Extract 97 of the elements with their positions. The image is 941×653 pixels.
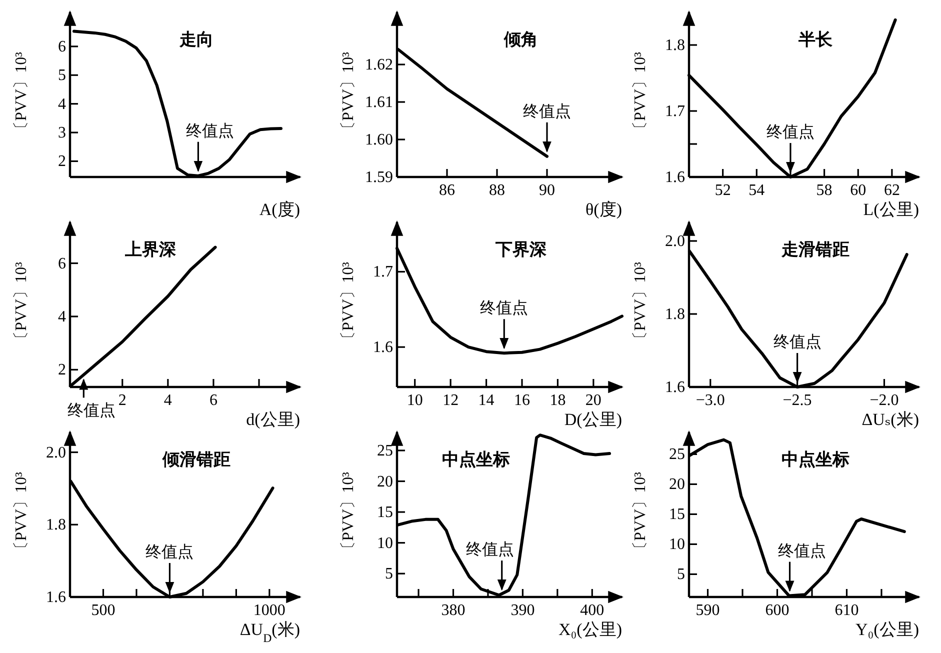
y-tick-label: 1.62 — [365, 56, 393, 74]
x-tick-label: 380 — [441, 602, 466, 619]
x-tick-label: 500 — [91, 602, 116, 619]
x-tick-label: 6 — [209, 392, 218, 409]
y-tick-label: 4 — [58, 96, 66, 113]
y-tick-label: 1.59 — [365, 169, 393, 186]
y-axis-title: 〔PVV〕10³ — [632, 52, 649, 137]
x-tick-label: 590 — [696, 602, 720, 619]
x-tick-label: −3.0 — [696, 392, 725, 409]
text: 上界深 — [124, 240, 177, 259]
x-tick-label: −2.0 — [870, 392, 899, 409]
text: 走滑错距 — [780, 240, 850, 259]
y-axis-title: 〔PVV〕10³ — [340, 262, 357, 347]
y-tick-label: 2 — [58, 153, 66, 170]
x-tick-label: 58 — [816, 182, 832, 199]
x-tick-label: 2 — [118, 392, 126, 409]
x-axis-title: d(公里) — [246, 410, 300, 429]
y-tick-label: 1.8 — [46, 516, 66, 534]
y-tick-label: 1.8 — [665, 306, 685, 323]
x-tick-label: 54 — [748, 182, 765, 199]
x-axis-title: ΔUₛ(米) — [862, 410, 919, 429]
y-tick-label: 1.8 — [665, 37, 685, 54]
x-axis-title: Y₀(公里) — [855, 620, 919, 639]
y-tick-label: 20 — [377, 473, 393, 490]
text: 中点坐标 — [782, 450, 850, 469]
x-tick-label: 610 — [834, 602, 859, 619]
annotation: 终值点 — [766, 123, 814, 141]
x-tick-label: 60 — [850, 182, 866, 199]
text: 倾滑错距 — [162, 450, 230, 469]
text: 中点坐标 — [442, 450, 510, 469]
x-tick-label: 86 — [439, 182, 455, 199]
x-axis-title: L(公里) — [863, 200, 919, 219]
y-tick-label: 2 — [58, 362, 66, 379]
y-axis-title: 〔PVV〕10³ — [13, 262, 30, 347]
y-tick-label: 20 — [669, 476, 685, 494]
y-tick-label: 1.7 — [373, 264, 393, 281]
x-tick-label: 88 — [489, 182, 505, 199]
y-tick-label: 1.6 — [46, 589, 66, 606]
y-tick-label: 25 — [669, 446, 685, 464]
annotation: 终值点 — [778, 542, 826, 560]
y-tick-label: 2.0 — [46, 444, 66, 462]
y-axis-title: 〔PVV〕10³ — [632, 472, 649, 557]
y-tick-label: 6 — [58, 38, 66, 56]
x-tick-label: 20 — [585, 392, 602, 409]
x-tick-label: 4 — [164, 392, 172, 409]
y-tick-label: 15 — [377, 504, 393, 522]
annotation: 终值点 — [480, 299, 528, 318]
annotation: 终值点 — [773, 333, 822, 351]
y-tick-label: 10 — [377, 534, 393, 552]
x-tick-label: 52 — [714, 182, 731, 199]
text: 走向 — [178, 30, 214, 49]
x-tick-label: 1000 — [253, 602, 286, 619]
y-tick-label: 10 — [669, 536, 685, 554]
y-tick-label: 15 — [669, 506, 685, 524]
x-tick-label: 12 — [442, 392, 459, 409]
y-tick-label: 1.6 — [373, 339, 393, 356]
x-tick-label: 390 — [510, 602, 535, 619]
y-tick-label: 1.6 — [665, 379, 685, 396]
y-axis-title: 〔PVV〕10³ — [632, 262, 649, 347]
annotation: 终值点 — [523, 102, 571, 120]
x-tick-label: 400 — [580, 602, 604, 619]
annotation: 终值点 — [466, 540, 514, 559]
y-tick-label: 1.61 — [365, 94, 393, 111]
y-tick-label: 5 — [58, 67, 66, 84]
x-tick-label: 14 — [478, 392, 494, 409]
y-tick-label: 1.6 — [665, 169, 685, 186]
y-tick-label: 2.0 — [665, 232, 685, 250]
x-tick-label: 62 — [884, 182, 900, 199]
annotation: 终值点 — [146, 543, 194, 561]
y-tick-label: 5 — [677, 566, 685, 584]
x-tick-label: 16 — [514, 392, 530, 409]
y-tick-label: 5 — [385, 566, 393, 583]
y-tick-label: 3 — [58, 124, 66, 142]
y-tick-label: 1.7 — [665, 103, 685, 120]
y-axis-title: 〔PVV〕10³ — [13, 52, 30, 137]
x-axis-title: X₀(公里) — [558, 620, 622, 639]
text: 倾角 — [502, 30, 538, 49]
x-axis-title: θ(度) — [586, 200, 622, 219]
y-tick-label: 1.60 — [365, 132, 393, 148]
x-tick-label: 600 — [765, 602, 790, 619]
y-tick-label: 25 — [377, 442, 393, 460]
x-tick-label: 18 — [550, 392, 566, 409]
annotation: 终值点 — [186, 122, 234, 140]
x-axis-title: ΔU$_{D}$(米) — [240, 620, 300, 645]
x-tick-label: −2.5 — [782, 392, 812, 409]
x-axis-title: A(度) — [259, 200, 300, 219]
x-axis-title: D(公里) — [564, 410, 622, 429]
text: 半长 — [798, 30, 834, 49]
text: 下界深 — [494, 240, 548, 259]
x-tick-label: 90 — [539, 182, 555, 199]
annotation: 终值点 — [68, 402, 116, 420]
x-tick-label: 10 — [406, 392, 423, 409]
y-tick-label: 4 — [58, 308, 66, 326]
y-tick-label: 6 — [58, 255, 66, 272]
y-axis-title: 〔PVV〕10³ — [340, 472, 357, 557]
y-axis-title: 〔PVV〕10³ — [340, 52, 357, 137]
y-axis-title: 〔PVV〕10³ — [13, 472, 30, 557]
